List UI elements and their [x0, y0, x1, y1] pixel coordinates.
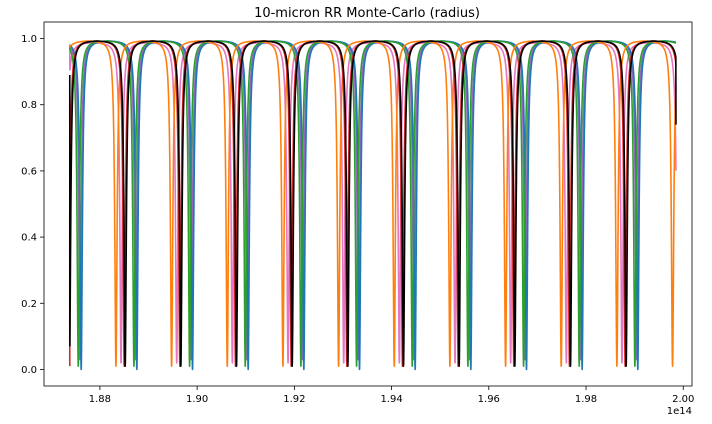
- x-axis: 1.88 1.90 1.92 1.94 1.96 1.98 2.00: [89, 386, 694, 405]
- y-tick-label: 1.0: [21, 34, 37, 45]
- x-tick-label: 1.94: [380, 394, 402, 405]
- series-line-run-7: [68, 40, 677, 367]
- y-tick-label: 0.0: [21, 365, 37, 376]
- x-offset-label: 1e14: [667, 406, 692, 417]
- y-tick-label: 0.2: [21, 299, 37, 310]
- plot-frame: [43, 21, 693, 387]
- x-tick-label: 2.00: [672, 394, 694, 405]
- y-tick-label: 0.4: [21, 233, 37, 244]
- y-axis: 0.0 0.2 0.4 0.6 0.8 1.0: [21, 34, 44, 376]
- chart-title: 10-micron RR Monte-Carlo (radius): [254, 6, 480, 21]
- x-tick-label: 1.98: [575, 394, 597, 405]
- series-line-run-3: [69, 40, 677, 371]
- series-layer: [68, 40, 677, 371]
- y-tick-label: 0.6: [21, 166, 37, 177]
- x-tick-label: 1.90: [186, 394, 208, 405]
- x-tick-label: 1.88: [89, 394, 111, 405]
- x-tick-label: 1.92: [283, 394, 305, 405]
- y-tick-label: 0.8: [21, 100, 37, 111]
- x-tick-label: 1.96: [478, 394, 500, 405]
